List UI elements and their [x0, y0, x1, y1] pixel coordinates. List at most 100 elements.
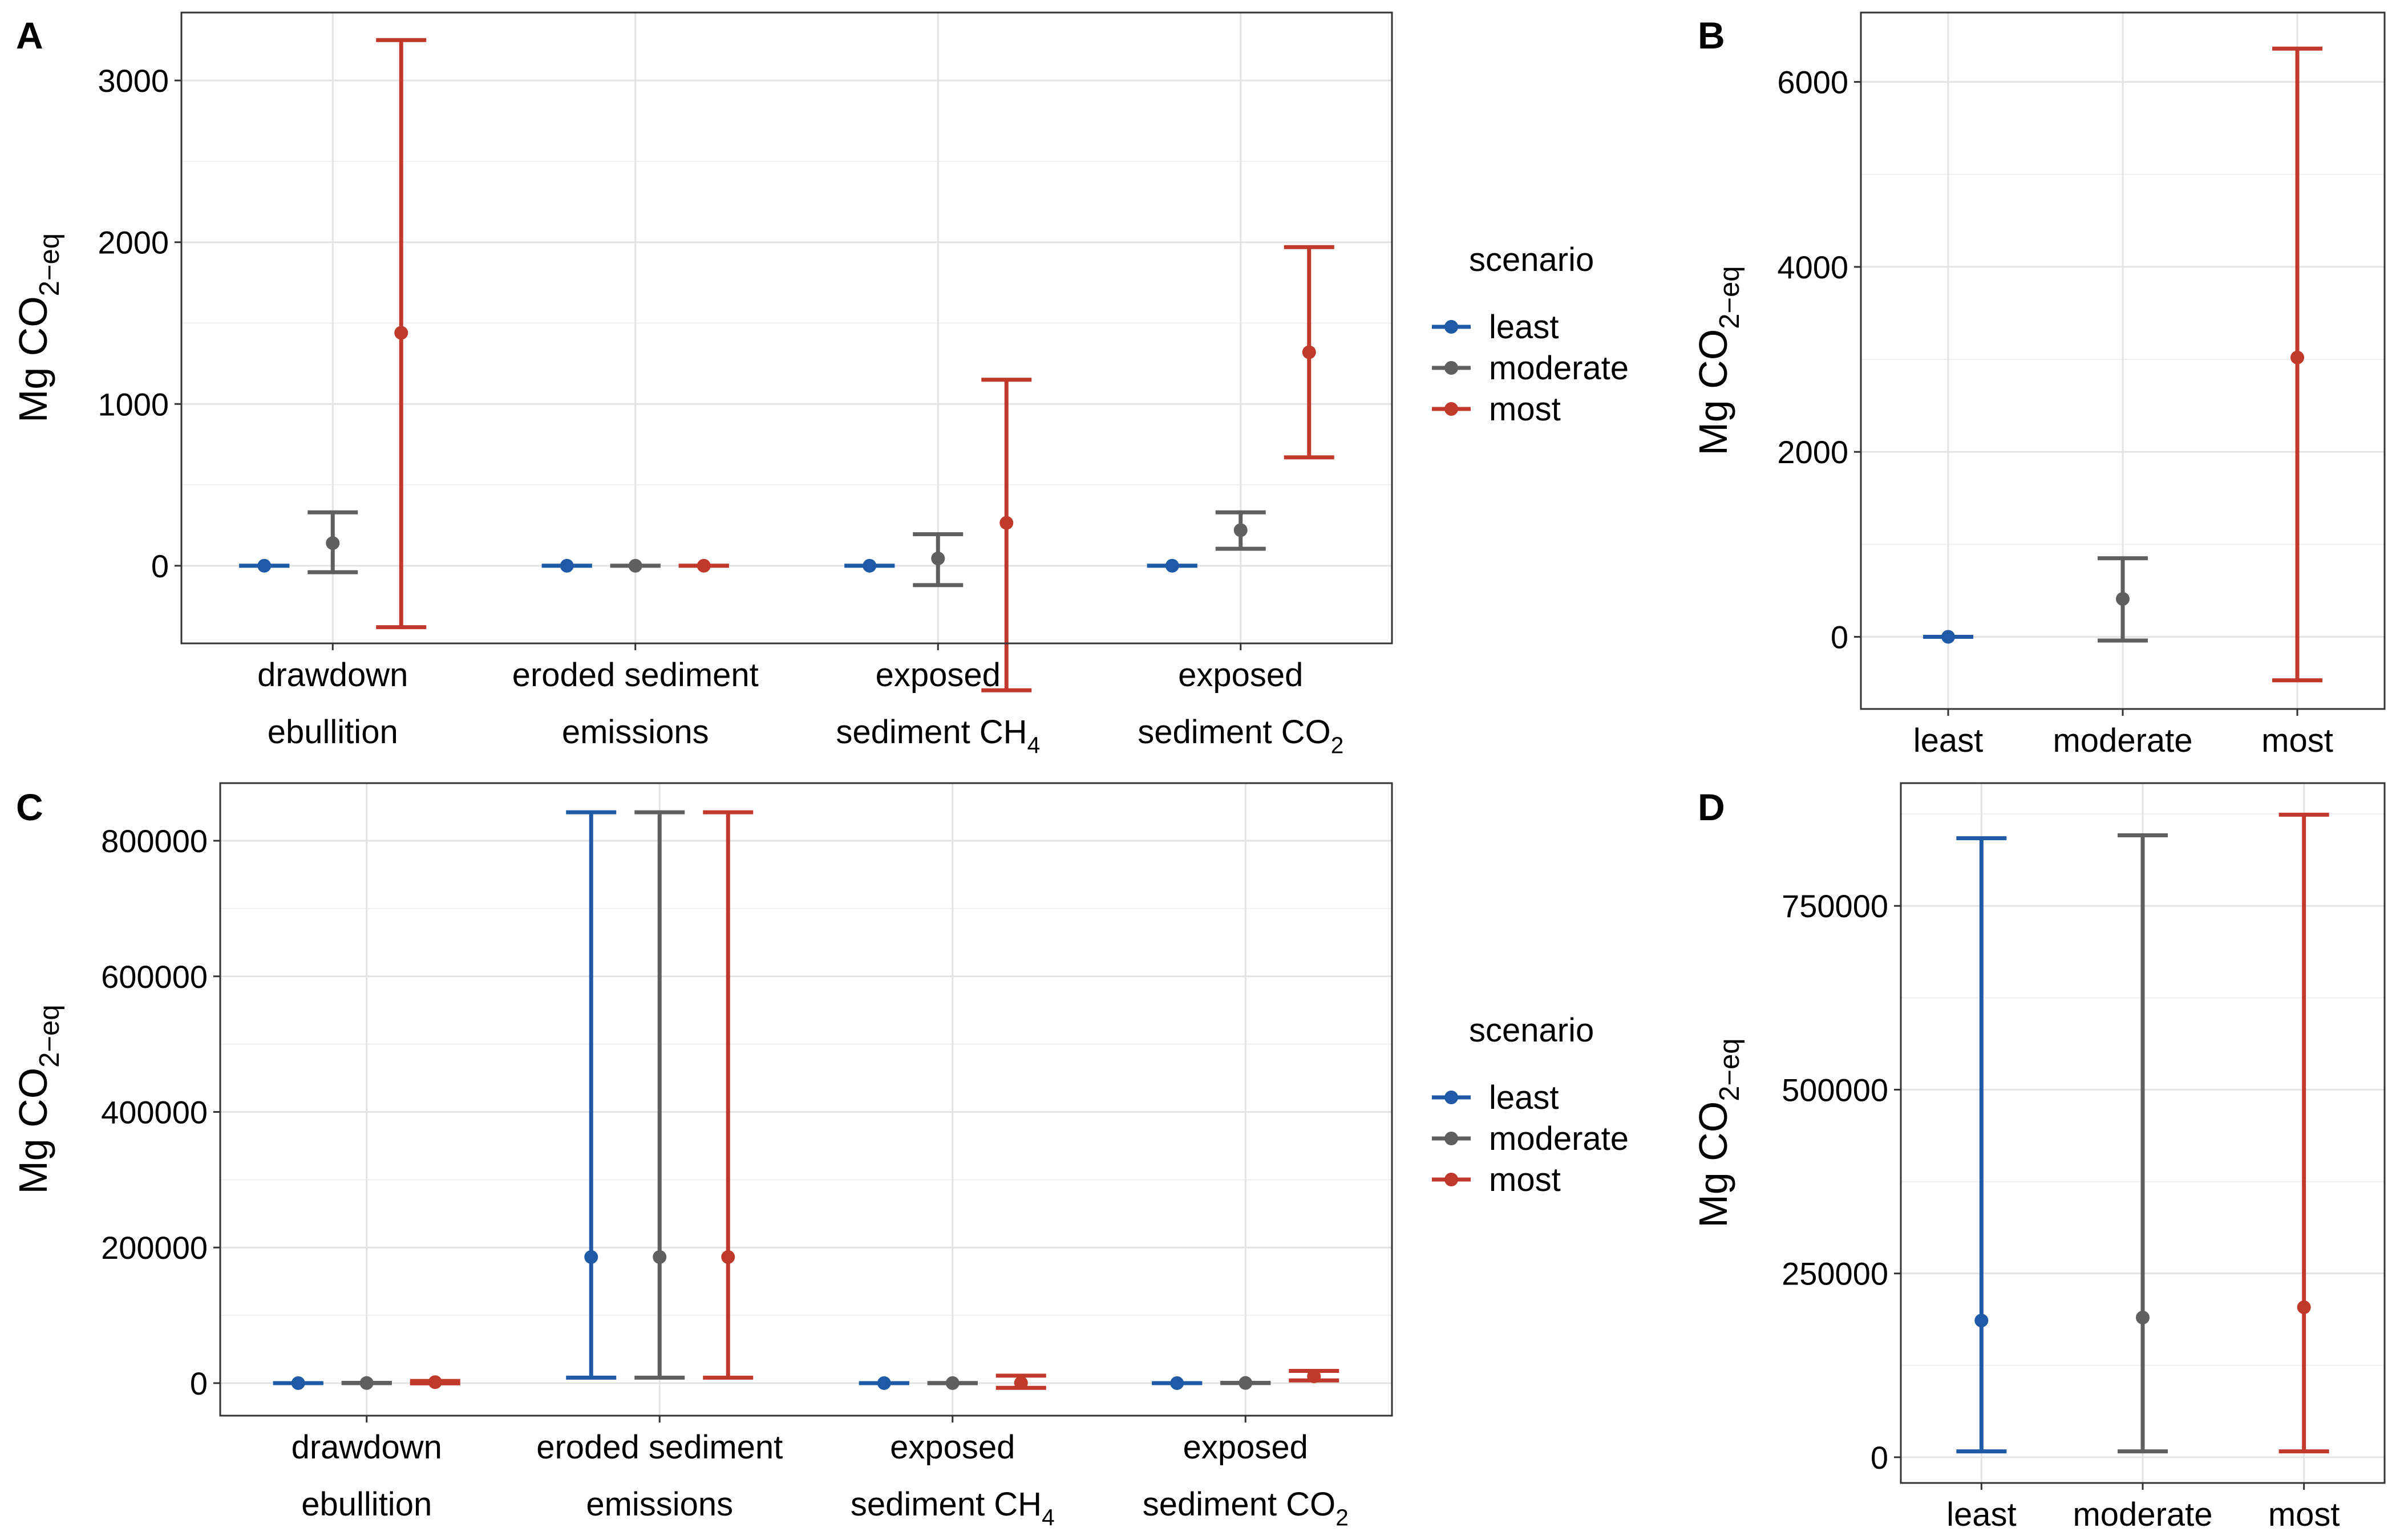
errorbar-point — [945, 1376, 960, 1390]
errorbar-point — [560, 558, 574, 573]
errorbar-least — [1956, 836, 2007, 1454]
errorbar-point — [999, 516, 1014, 530]
y-axis-label-text-sub: 2−eq — [34, 233, 65, 296]
panel-border — [219, 782, 1393, 1417]
legend-swatch-point — [1444, 1132, 1458, 1145]
legend-title: scenario — [1469, 1012, 1594, 1049]
x-tick-label: moderate — [2053, 722, 2192, 759]
y-tick-label: 500000 — [1782, 1072, 1888, 1108]
errorbar-most — [703, 810, 754, 1380]
x-tick-label-line2: emissions — [562, 714, 709, 751]
legend-swatch-point — [1444, 320, 1458, 334]
y-axis-label-text-main: Mg CO — [1691, 1101, 1735, 1228]
x-tick-label: drawdown — [292, 1429, 442, 1466]
x-tick-label-line2-main: sediment CH — [836, 714, 1027, 751]
y-tick-label: 250000 — [1782, 1256, 1888, 1292]
panel-D: D 0 250000 500000 750000 least moderate most Mg … — [1691, 782, 2386, 1533]
errorbar-point — [2136, 1311, 2150, 1325]
errorbar-most — [376, 38, 427, 630]
panel-C: C 0 200000 400000 600000 800000 drawdown ebulli… — [11, 782, 1393, 1530]
errorbar-moderate — [2118, 833, 2168, 1454]
errorbar-point — [394, 326, 408, 340]
y-tick-label: 1000 — [98, 386, 169, 422]
y-tick-label: 6000 — [1777, 64, 1848, 100]
errorbar-point — [1239, 1376, 1253, 1390]
y-axis-label-text: Mg CO2−eq — [1691, 266, 1745, 455]
x-tick-label-line2: sediment CO2 — [1143, 1486, 1349, 1530]
errorbar-point — [863, 558, 877, 573]
x-tick-label: least — [1913, 722, 1984, 759]
y-axis-label: Mg CO2−eq — [11, 1004, 65, 1194]
errorbar-point — [1014, 1376, 1028, 1390]
errorbar-most — [678, 558, 729, 573]
y-axis-label-text-sub: 2−eq — [34, 1004, 65, 1067]
x-tick-label-line2: sediment CO2 — [1138, 714, 1343, 758]
errorbar-point — [931, 552, 945, 566]
x-tick-label-line2-sub: 2 — [1335, 1504, 1349, 1530]
errorbar-point — [628, 558, 642, 573]
panel-border — [1900, 782, 2386, 1484]
y-axis-label: Mg CO2−eq — [11, 233, 65, 423]
y-axis-label-text: Mg CO2−eq — [11, 233, 65, 423]
errorbar-moderate — [927, 1376, 978, 1390]
x-tick-label-line2-main: emissions — [562, 714, 709, 751]
panel-A: A 0 1000 2000 3000 drawdown ebullition eroded s… — [11, 11, 1393, 758]
y-tick-label: 0 — [151, 548, 169, 584]
panel-B: B 0 2000 4000 6000 least moderate most Mg CO2−eq — [1691, 11, 2386, 759]
legend-swatch-point — [1444, 361, 1458, 375]
legend: scenario least moderate most — [1432, 1012, 1629, 1198]
x-tick-label-line2-sub: 4 — [1042, 1504, 1055, 1530]
y-tick-label: 0 — [1831, 619, 1848, 655]
x-tick-label-line2-main: sediment CO — [1143, 1486, 1335, 1523]
errorbar-most — [995, 1373, 1046, 1390]
panel-letter: B — [1698, 14, 1725, 56]
x-tick-label: exposed — [890, 1429, 1015, 1466]
panel-border — [1860, 11, 2386, 710]
y-tick-label: 2000 — [98, 225, 169, 261]
legend-item-label: moderate — [1489, 350, 1629, 387]
x-tick-label-line2-sub: 4 — [1027, 732, 1041, 758]
errorbar-most — [1284, 245, 1334, 460]
x-tick-label-line2: sediment CH4 — [836, 714, 1040, 758]
x-tick-label-line2: emissions — [586, 1486, 733, 1523]
y-axis-label-text-main: Mg CO — [1691, 329, 1735, 456]
errorbar-least — [1923, 630, 1973, 644]
errorbar-moderate — [634, 810, 685, 1380]
legend-swatch-point — [1444, 402, 1458, 416]
y-tick-label: 2000 — [1777, 434, 1848, 470]
x-tick-label: exposed — [1178, 656, 1303, 694]
legend-item-label: least — [1489, 309, 1559, 346]
y-tick-label: 600000 — [101, 959, 208, 995]
errorbar-point — [1974, 1314, 1989, 1328]
errorbar-point — [1170, 1376, 1184, 1390]
x-tick-label: eroded sediment — [512, 656, 759, 694]
legend-item-label: most — [1489, 391, 1561, 428]
errorbar-point — [1302, 345, 1316, 359]
x-tick-label-line2-sub: 2 — [1331, 732, 1344, 758]
y-tick-label: 0 — [1871, 1440, 1888, 1476]
legend-item-label: most — [1489, 1161, 1561, 1198]
x-tick-label-line2-main: emissions — [586, 1486, 733, 1523]
x-tick-label: most — [2268, 1496, 2340, 1533]
x-tick-label: most — [2261, 722, 2333, 759]
legend-swatch-point — [1444, 1091, 1458, 1104]
y-tick-label: 200000 — [101, 1230, 208, 1266]
y-axis-label-text-main: Mg CO — [11, 1068, 55, 1194]
errorbar-moderate — [1220, 1376, 1271, 1390]
x-tick-label: exposed — [1183, 1429, 1308, 1466]
errorbar-point — [2297, 1300, 2311, 1314]
y-axis-label-text-sub: 2−eq — [1714, 1038, 1745, 1101]
y-tick-label: 4000 — [1777, 249, 1848, 285]
errorbar-least — [1152, 1376, 1203, 1390]
x-tick-label-line2: ebullition — [268, 714, 398, 751]
errorbar-least — [1147, 558, 1197, 573]
x-tick-label: moderate — [2073, 1496, 2212, 1533]
x-tick-label-line2-main: sediment CO — [1138, 714, 1330, 751]
y-tick-label: 400000 — [101, 1094, 208, 1130]
legend: scenario least moderate most — [1432, 241, 1629, 428]
y-axis-label: Mg CO2−eq — [1691, 266, 1745, 455]
panel-border — [180, 11, 1393, 645]
errorbar-moderate — [341, 1376, 392, 1390]
errorbar-point — [1941, 630, 1955, 644]
